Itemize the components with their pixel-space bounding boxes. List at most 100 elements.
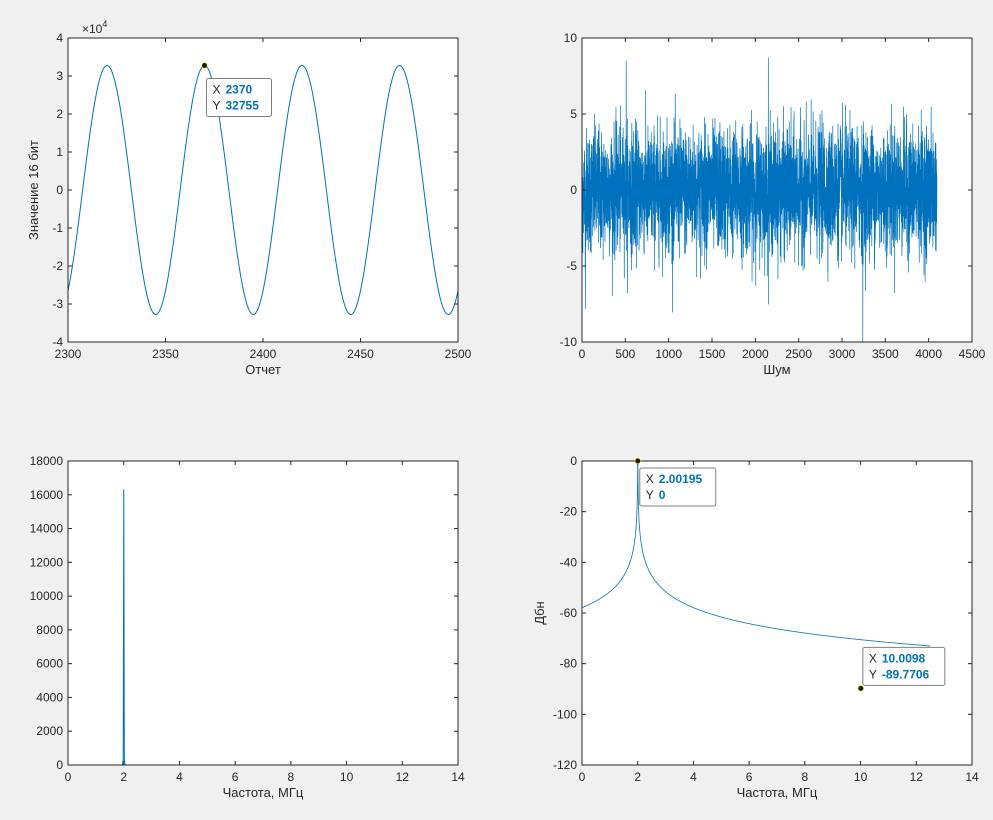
axes-sine: 2300 2350 2400 2450 2500 -4 -3 -2 -1 0 1 2 3 4 Отчет Зн… — [26, 19, 472, 377]
series-spectrum-line — [68, 489, 417, 765]
x-tick-label: 500 — [615, 347, 635, 361]
x-tick-label: 2000 — [742, 347, 769, 361]
datatip-y-key: Y — [213, 99, 221, 113]
y-tick-label: 2000 — [36, 724, 63, 738]
x-tick-label: 2500 — [445, 347, 472, 361]
y-tick-label: 6000 — [36, 657, 63, 671]
y-tick-label: 4 — [56, 31, 63, 45]
x-tick-label: 12 — [910, 770, 924, 784]
axes-box — [67, 460, 459, 766]
x-tick-label: 14 — [965, 770, 979, 784]
datatip-x-value: 10.0098 — [882, 651, 926, 665]
x-tick-label: 2 — [634, 770, 641, 784]
y-tick-label: 1 — [56, 145, 63, 159]
datatip-y-key: Y — [646, 488, 654, 502]
y-tick-label: -3 — [52, 297, 63, 311]
axes-spectrum-linear: 0 2 4 6 8 10 12 14 0 2000 4000 6000 8000 10000 12000 14… — [30, 454, 465, 800]
y-tick-label: -20 — [560, 505, 578, 519]
x-tick-label: 4000 — [915, 347, 942, 361]
y-axis-label: Дбн — [532, 601, 547, 624]
x-tick-label: 0 — [579, 347, 586, 361]
x-tick-label: 2 — [120, 770, 127, 784]
data-layer — [582, 461, 931, 647]
x-axis-label: Частота, МГц — [223, 785, 304, 800]
plot-area — [582, 461, 972, 765]
data-layer — [582, 57, 938, 342]
datatip-y-value: -89.7706 — [882, 667, 930, 681]
y-tick-label: 0 — [56, 758, 63, 772]
y-tick-label: -5 — [566, 259, 577, 273]
y-tick-label: 8000 — [36, 623, 63, 637]
datatip-x-value: 2370 — [226, 83, 253, 97]
y-tick-label: -60 — [560, 606, 578, 620]
x-tick-label: 4 — [176, 770, 183, 784]
y-tick-label: 14000 — [30, 522, 64, 536]
x-tick-label: 2450 — [347, 347, 374, 361]
x-tick-label: 2400 — [250, 347, 277, 361]
x-tick-label: 10 — [854, 770, 868, 784]
y-tick-label: 3 — [56, 69, 63, 83]
datatip[interactable]: X 10.0098 Y -89.7706 — [857, 646, 946, 692]
y-axis-label: Значение 16 бит — [26, 140, 41, 240]
datatip[interactable]: X 2370 Y 32755 — [201, 62, 272, 118]
x-tick-label: 4 — [690, 770, 697, 784]
exponent-power: 4 — [102, 19, 107, 29]
datatip-box — [206, 78, 272, 118]
x-tick-label: 8 — [288, 770, 295, 784]
y-tick-label: -1 — [52, 221, 63, 235]
y-tick-label: 2 — [56, 107, 63, 121]
x-tick-label: 1000 — [655, 347, 682, 361]
data-layer — [68, 64, 458, 316]
x-tick-label: 3500 — [872, 347, 899, 361]
x-tick-label: 14 — [451, 770, 465, 784]
axes-box — [581, 37, 973, 343]
datatip-x-key: X — [646, 472, 654, 486]
datatip-x-key: X — [213, 83, 221, 97]
y-tick-label: -120 — [553, 758, 577, 772]
series-spectrum-db-line — [582, 461, 931, 647]
y-tick-label: 10000 — [30, 589, 64, 603]
x-axis-label: Отчет — [245, 362, 281, 377]
x-tick-label: 2350 — [152, 347, 179, 361]
x-axis-label: Шум — [763, 362, 790, 377]
y-tick-label: 4000 — [36, 690, 63, 704]
series-sine-line — [68, 64, 458, 316]
datatip[interactable]: X 2.00195 Y 0 — [634, 457, 717, 507]
y-tick-label: -80 — [560, 657, 578, 671]
y-tick-label: 0 — [570, 183, 577, 197]
axes-box — [581, 460, 973, 766]
y-tick-label: -100 — [553, 707, 577, 721]
y-tick-label: -2 — [52, 259, 63, 273]
y-tick-label: 10 — [564, 31, 578, 45]
exponent-label: ×104 — [82, 19, 107, 36]
datatip-y-key: Y — [869, 667, 877, 681]
y-tick-label: 0 — [570, 454, 577, 468]
datatip-y-value: 0 — [659, 488, 666, 502]
datatip-y-value: 32755 — [226, 99, 260, 113]
axes-spectrum-db: 0 2 4 6 8 10 12 14 -120 -100 -80 -60 -40 -20 0 Частота,… — [532, 454, 979, 800]
axes-box — [67, 37, 459, 343]
datatip-marker — [857, 685, 864, 692]
series-noise-line — [582, 57, 938, 342]
x-axis-label: Частота, МГц — [737, 785, 818, 800]
x-tick-label: 6 — [746, 770, 753, 784]
x-tick-label: 2300 — [55, 347, 82, 361]
datatip-marker — [634, 457, 641, 465]
x-tick-label: 2500 — [785, 347, 812, 361]
datatip-x-value: 2.00195 — [659, 472, 703, 486]
x-tick-label: 1500 — [699, 347, 726, 361]
x-tick-label: 12 — [396, 770, 410, 784]
datatip-box — [639, 467, 717, 507]
x-tick-label: 4500 — [959, 347, 986, 361]
exponent-base: ×10 — [82, 22, 103, 36]
datatip-box — [862, 646, 946, 686]
x-tick-label: 10 — [340, 770, 354, 784]
datatip-marker — [201, 62, 208, 69]
x-tick-label: 0 — [65, 770, 72, 784]
x-tick-label: 6 — [232, 770, 239, 784]
axes-noise: 0 500 1000 1500 2000 2500 3000 3500 4000 4500 -10 -… — [560, 31, 986, 377]
plot-area — [68, 461, 458, 765]
x-tick-label: 8 — [802, 770, 809, 784]
y-tick-label: 0 — [56, 183, 63, 197]
